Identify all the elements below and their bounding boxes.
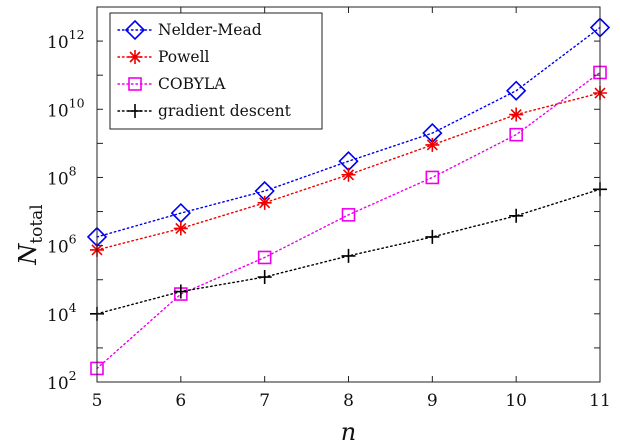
data-point-square [425, 170, 440, 185]
legend-marker-diamond [124, 19, 146, 41]
x-tick-label: 10 [505, 391, 527, 411]
legend-label: Powell [158, 48, 210, 66]
legend-entry: Nelder-Mead [117, 19, 262, 41]
data-point-asterisk [341, 167, 356, 182]
x-tick-label: 8 [343, 391, 354, 411]
legend-marker-plus [128, 104, 142, 118]
y-tick-label: 108 [47, 163, 77, 189]
data-point-asterisk [509, 107, 524, 122]
y-tick-label: 106 [47, 232, 77, 258]
data-point-square [509, 127, 523, 142]
legend-entry: Powell [117, 48, 210, 66]
legend-box [109, 12, 323, 130]
x-tick-label: 9 [427, 391, 438, 411]
data-point-asterisk [257, 195, 272, 210]
x-tick-label: 5 [92, 391, 103, 411]
data-point-asterisk [425, 137, 440, 152]
y-tick-label: 104 [47, 300, 77, 326]
x-tick-label: 6 [175, 391, 186, 411]
y-axis-title: Ntotal [14, 204, 47, 265]
plot-area [86, 17, 611, 376]
series-line [96, 26, 601, 238]
data-point-diamond [506, 80, 527, 101]
data-point-plus [425, 229, 440, 244]
axes: 5 6 7 8 9 10 11 102 104 106 108 1010 1012 n Ntotal [14, 6, 611, 446]
y-tick-label: 1010 [47, 95, 85, 121]
x-tick-label: 11 [589, 391, 611, 411]
series-gradient-descent [90, 182, 607, 321]
legend-marker-asterisk [128, 50, 142, 64]
y-tick-label: 1012 [47, 27, 85, 53]
legend-entry: gradient descent [117, 102, 292, 120]
data-point-plus [173, 284, 188, 299]
data-point-asterisk [173, 221, 188, 236]
data-point-plus [257, 270, 272, 285]
legend-label: gradient descent [158, 102, 292, 120]
x-tick-label: 7 [259, 391, 270, 411]
data-point-square [341, 208, 356, 222]
x-axis-title: n [341, 418, 356, 446]
data-point-square [257, 250, 272, 265]
legend-marker-square [128, 77, 142, 91]
legend-label: COBYLA [158, 75, 226, 93]
y-tick-label: 102 [47, 368, 77, 394]
data-point-plus [509, 208, 524, 223]
legend: Nelder-Mead Powell COBYLA gradient descent [109, 12, 323, 130]
legend-entry: COBYLA [117, 75, 226, 93]
legend-label: Nelder-Mead [158, 21, 262, 39]
data-point-plus [341, 248, 356, 263]
